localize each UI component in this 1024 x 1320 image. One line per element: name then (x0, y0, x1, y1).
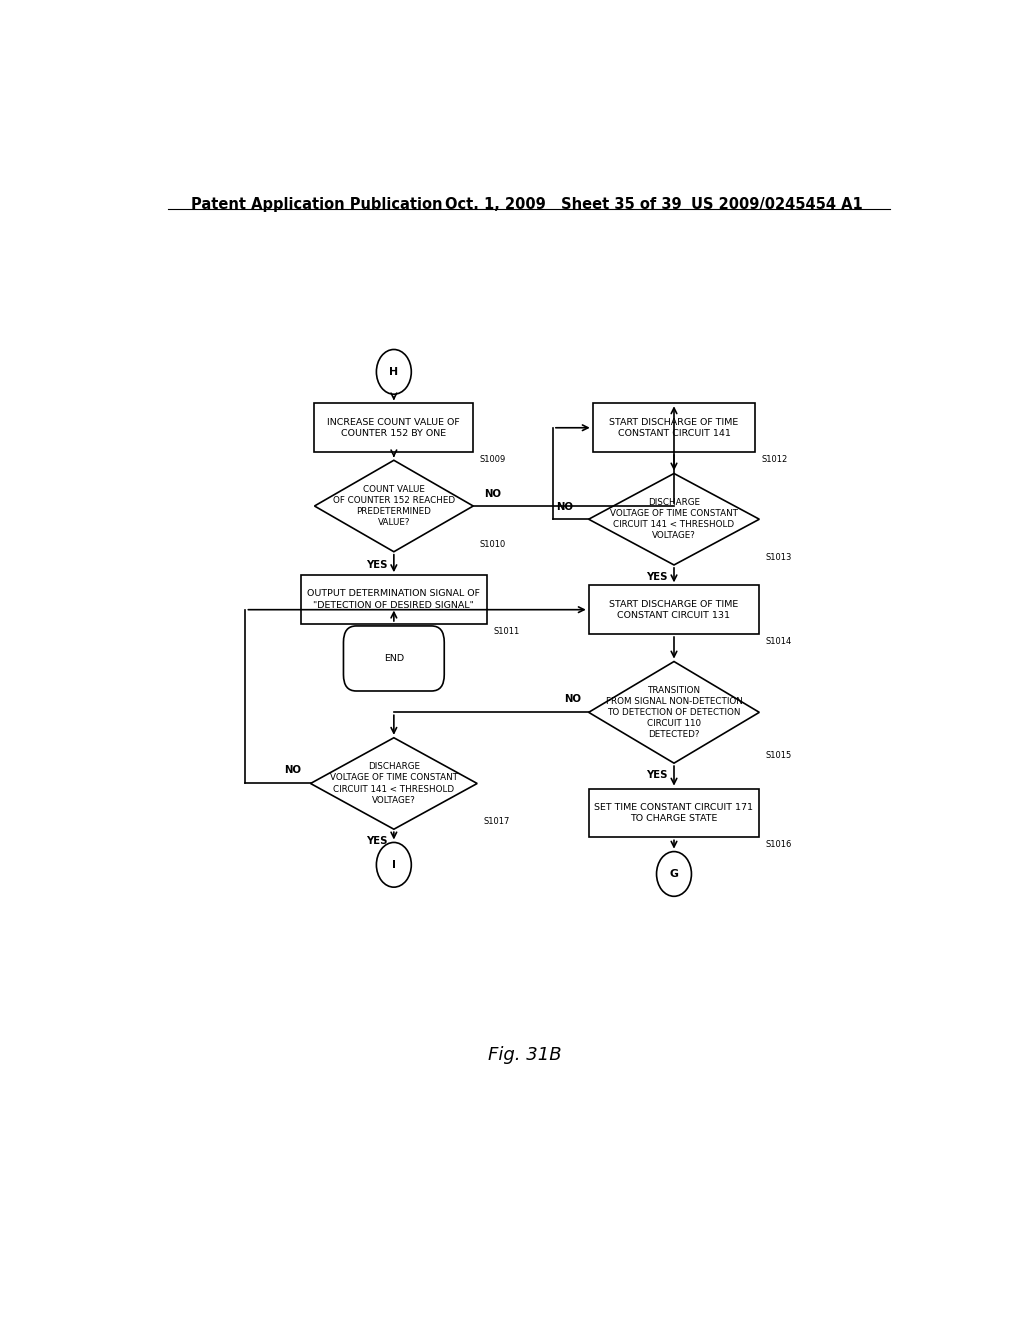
Text: NO: NO (285, 766, 302, 775)
Text: COUNT VALUE
OF COUNTER 152 REACHED
PREDETERMINED
VALUE?: COUNT VALUE OF COUNTER 152 REACHED PREDE… (333, 484, 455, 527)
FancyBboxPatch shape (343, 626, 444, 690)
Text: S1012: S1012 (762, 455, 787, 465)
FancyBboxPatch shape (589, 585, 760, 634)
Polygon shape (310, 738, 477, 829)
Text: NO: NO (556, 502, 573, 512)
FancyBboxPatch shape (314, 404, 473, 453)
Text: S1013: S1013 (766, 553, 792, 562)
Text: OUTPUT DETERMINATION SIGNAL OF
"DETECTION OF DESIRED SIGNAL": OUTPUT DETERMINATION SIGNAL OF "DETECTIO… (307, 590, 480, 610)
FancyBboxPatch shape (593, 404, 756, 453)
Text: YES: YES (646, 771, 668, 780)
Text: Patent Application Publication: Patent Application Publication (191, 197, 443, 213)
Text: START DISCHARGE OF TIME
CONSTANT CIRCUIT 131: START DISCHARGE OF TIME CONSTANT CIRCUIT… (609, 599, 738, 619)
Text: START DISCHARGE OF TIME
CONSTANT CIRCUIT 141: START DISCHARGE OF TIME CONSTANT CIRCUIT… (609, 417, 738, 438)
Text: H: H (389, 367, 398, 376)
Text: Oct. 1, 2009   Sheet 35 of 39: Oct. 1, 2009 Sheet 35 of 39 (445, 197, 682, 213)
Text: S1011: S1011 (494, 627, 520, 636)
Text: S1017: S1017 (483, 817, 510, 826)
Circle shape (377, 350, 412, 395)
Text: NO: NO (564, 694, 582, 704)
Text: S1015: S1015 (766, 751, 792, 760)
Text: S1010: S1010 (479, 540, 506, 549)
Text: INCREASE COUNT VALUE OF
COUNTER 152 BY ONE: INCREASE COUNT VALUE OF COUNTER 152 BY O… (328, 417, 460, 438)
Text: S1014: S1014 (766, 638, 792, 645)
Text: Fig. 31B: Fig. 31B (488, 1045, 561, 1064)
Text: END: END (384, 653, 403, 663)
Polygon shape (314, 461, 473, 552)
Text: YES: YES (646, 572, 668, 582)
Text: I: I (392, 859, 396, 870)
Text: NO: NO (484, 488, 502, 499)
Circle shape (656, 851, 691, 896)
Text: TRANSITION
FROM SIGNAL NON-DETECTION
TO DETECTION OF DETECTION
CIRCUIT 110
DETEC: TRANSITION FROM SIGNAL NON-DETECTION TO … (605, 685, 742, 739)
Text: YES: YES (366, 560, 387, 570)
Text: G: G (670, 869, 679, 879)
Text: SET TIME CONSTANT CIRCUIT 171
TO CHARGE STATE: SET TIME CONSTANT CIRCUIT 171 TO CHARGE … (595, 803, 754, 822)
Circle shape (377, 842, 412, 887)
Text: DISCHARGE
VOLTAGE OF TIME CONSTANT
CIRCUIT 141 < THRESHOLD
VOLTAGE?: DISCHARGE VOLTAGE OF TIME CONSTANT CIRCU… (330, 763, 458, 805)
Text: S1016: S1016 (766, 841, 792, 849)
Polygon shape (589, 474, 760, 565)
FancyBboxPatch shape (301, 576, 487, 624)
Text: DISCHARGE
VOLTAGE OF TIME CONSTANT
CIRCUIT 141 < THRESHOLD
VOLTAGE?: DISCHARGE VOLTAGE OF TIME CONSTANT CIRCU… (610, 498, 738, 540)
Text: S1009: S1009 (479, 455, 506, 465)
Text: US 2009/0245454 A1: US 2009/0245454 A1 (691, 197, 863, 213)
Text: YES: YES (366, 837, 387, 846)
Polygon shape (589, 661, 760, 763)
FancyBboxPatch shape (589, 788, 760, 837)
